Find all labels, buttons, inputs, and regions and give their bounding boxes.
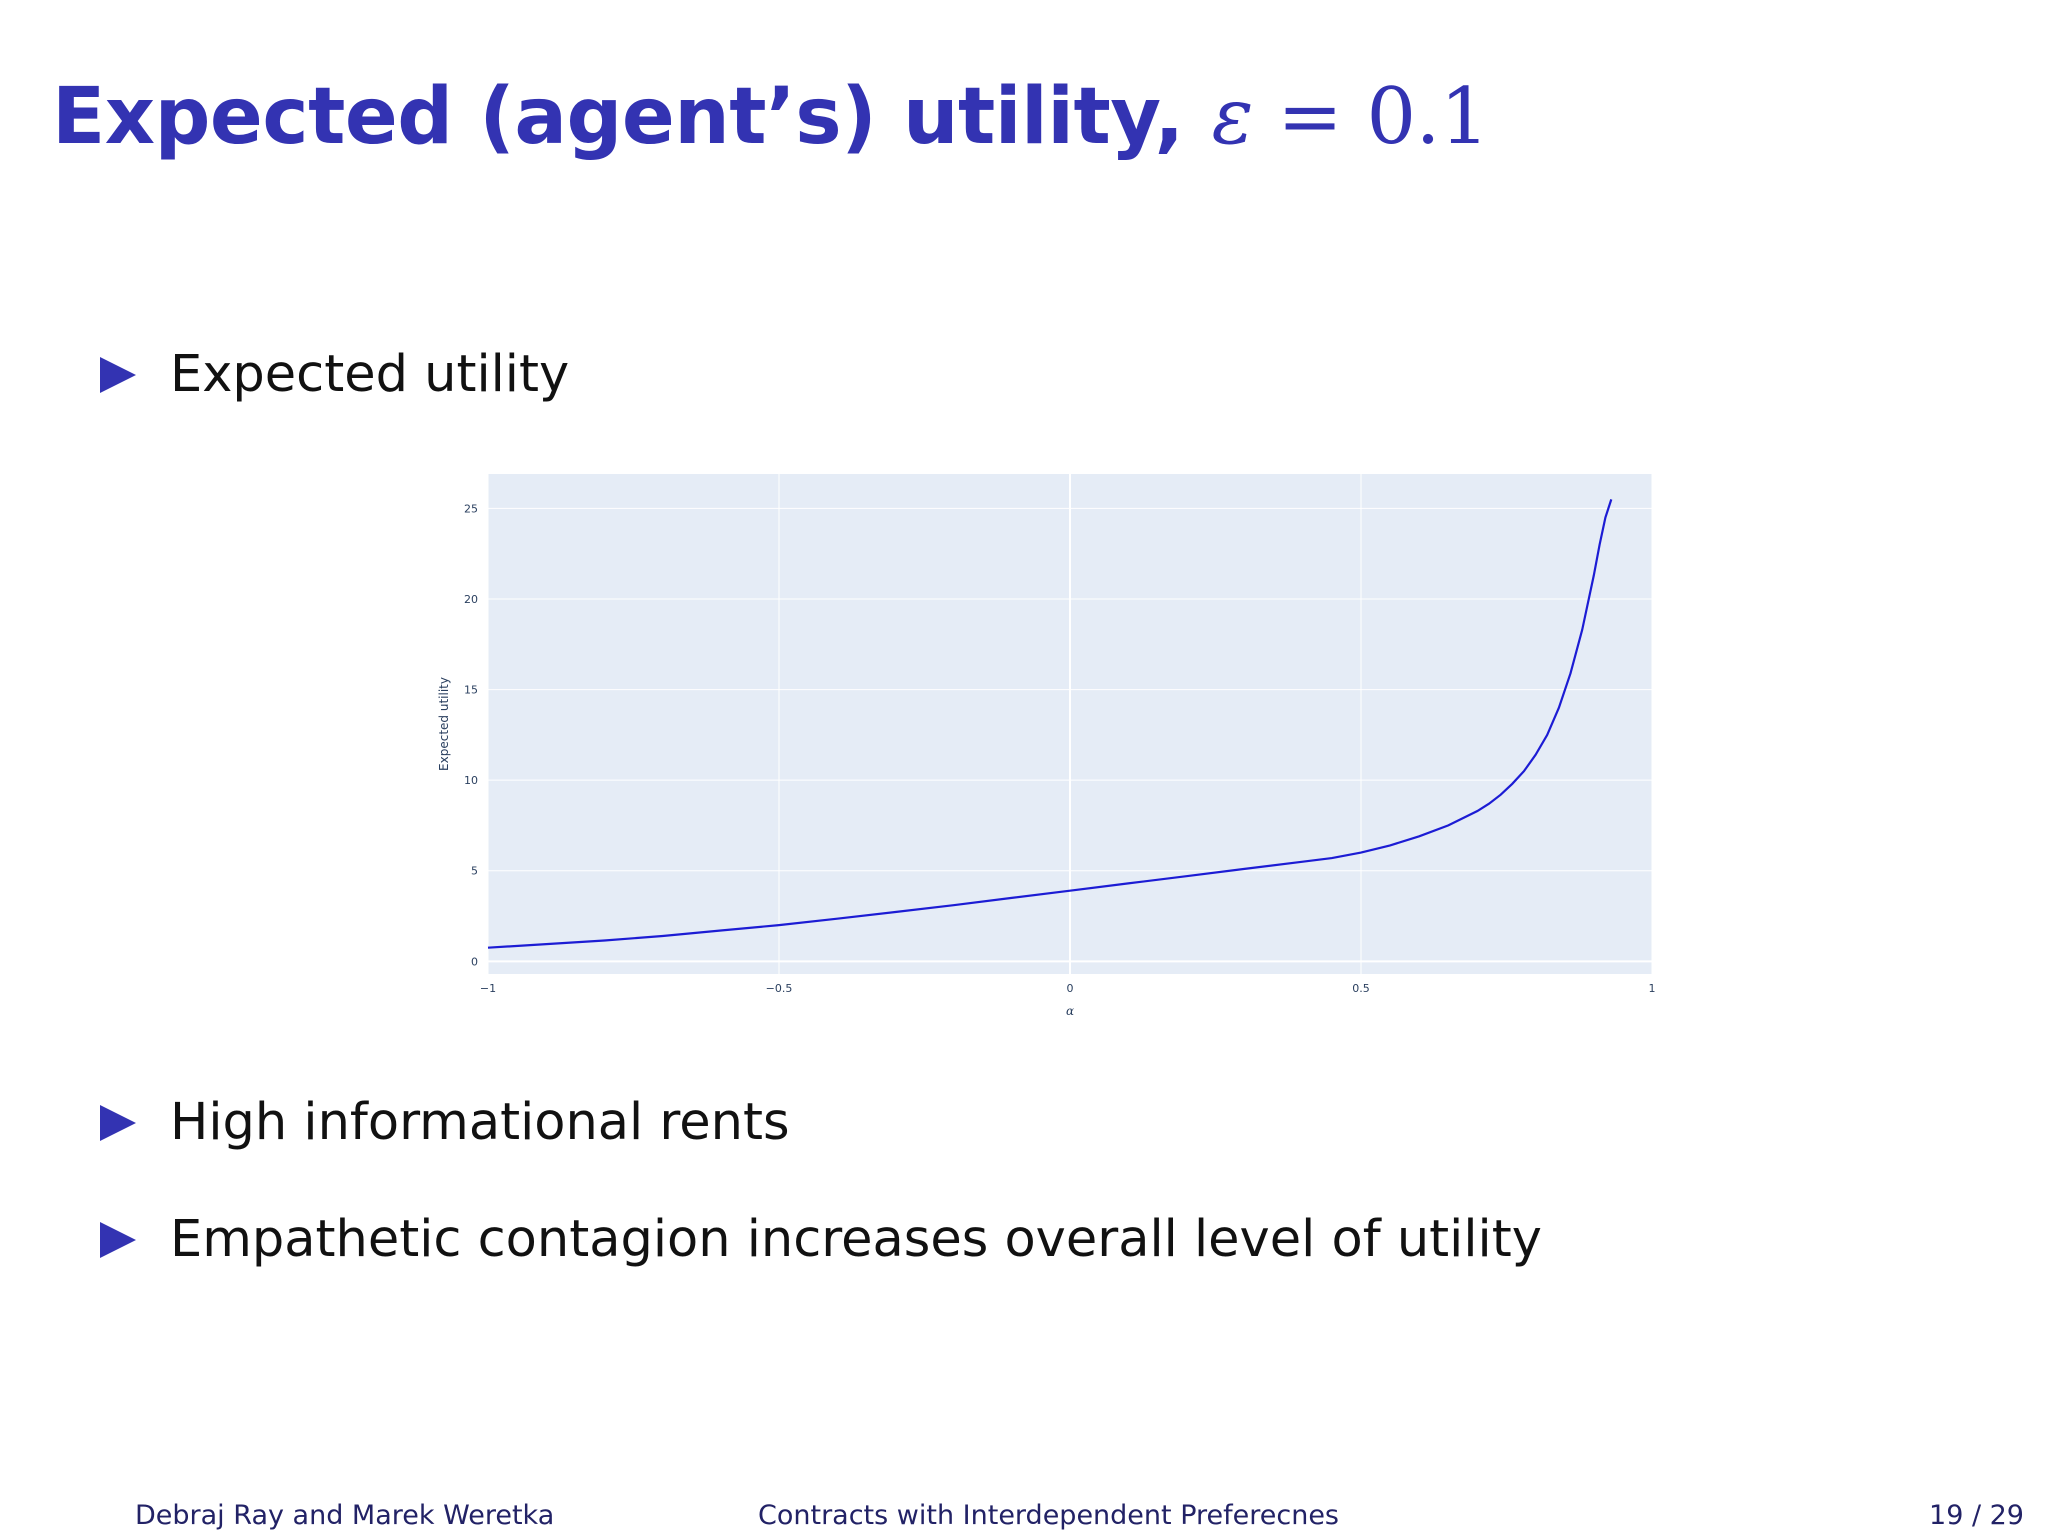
x-tick-labels: −1 −0.5 0 0.5 1 xyxy=(480,982,1656,995)
bullet-text: High informational rents xyxy=(170,1093,790,1152)
y-tick-label: 15 xyxy=(464,684,478,697)
x-tick-label: 0.5 xyxy=(1352,982,1370,995)
y-axis-label: Expected utility xyxy=(437,677,451,771)
footer-page-number: 19 / 29 xyxy=(1929,1500,2024,1531)
x-tick-label: 1 xyxy=(1649,982,1656,995)
title-text: Expected (agent’s) utility, xyxy=(52,72,1184,162)
slide-title: Expected (agent’s) utility, ε = 0.1 xyxy=(52,72,1490,162)
bullet-item: Empathetic contagion increases overall l… xyxy=(100,1210,1542,1269)
y-tick-label: 25 xyxy=(464,502,478,515)
title-math-rest: = 0.1 xyxy=(1253,72,1490,162)
footer-talk-title: Contracts with Interdependent Preferecne… xyxy=(758,1500,1340,1531)
bullet-text: Empathetic contagion increases overall l… xyxy=(170,1210,1542,1269)
title-math: ε = 0.1 xyxy=(1211,72,1490,162)
triangle-right-icon xyxy=(100,356,136,393)
expected-utility-chart: −1 −0.5 0 0.5 1 0 5 10 15 20 25 α Expected utilit… xyxy=(437,474,1656,1018)
grid-lines xyxy=(487,474,1653,974)
y-tick-label: 10 xyxy=(464,774,478,787)
x-axis-label: α xyxy=(1066,1004,1074,1018)
title-math-symbol: ε xyxy=(1211,72,1254,162)
footer-authors: Debraj Ray and Marek Weretka xyxy=(135,1500,555,1531)
series-line xyxy=(487,499,1613,949)
y-tick-labels: 0 5 10 15 20 25 xyxy=(464,502,478,968)
y-tick-label: 5 xyxy=(471,865,478,878)
x-tick-label: 0 xyxy=(1067,982,1074,995)
y-tick-label: 20 xyxy=(464,593,478,606)
x-tick-label: −0.5 xyxy=(766,982,793,995)
x-tick-label: −1 xyxy=(480,982,496,995)
bullet-item: Expected utility xyxy=(100,345,569,404)
bullet-item: High informational rents xyxy=(100,1093,790,1152)
triangle-right-icon xyxy=(100,1104,136,1141)
bullet-text: Expected utility xyxy=(170,345,570,404)
triangle-right-icon xyxy=(100,1221,136,1258)
y-tick-label: 0 xyxy=(471,955,478,968)
